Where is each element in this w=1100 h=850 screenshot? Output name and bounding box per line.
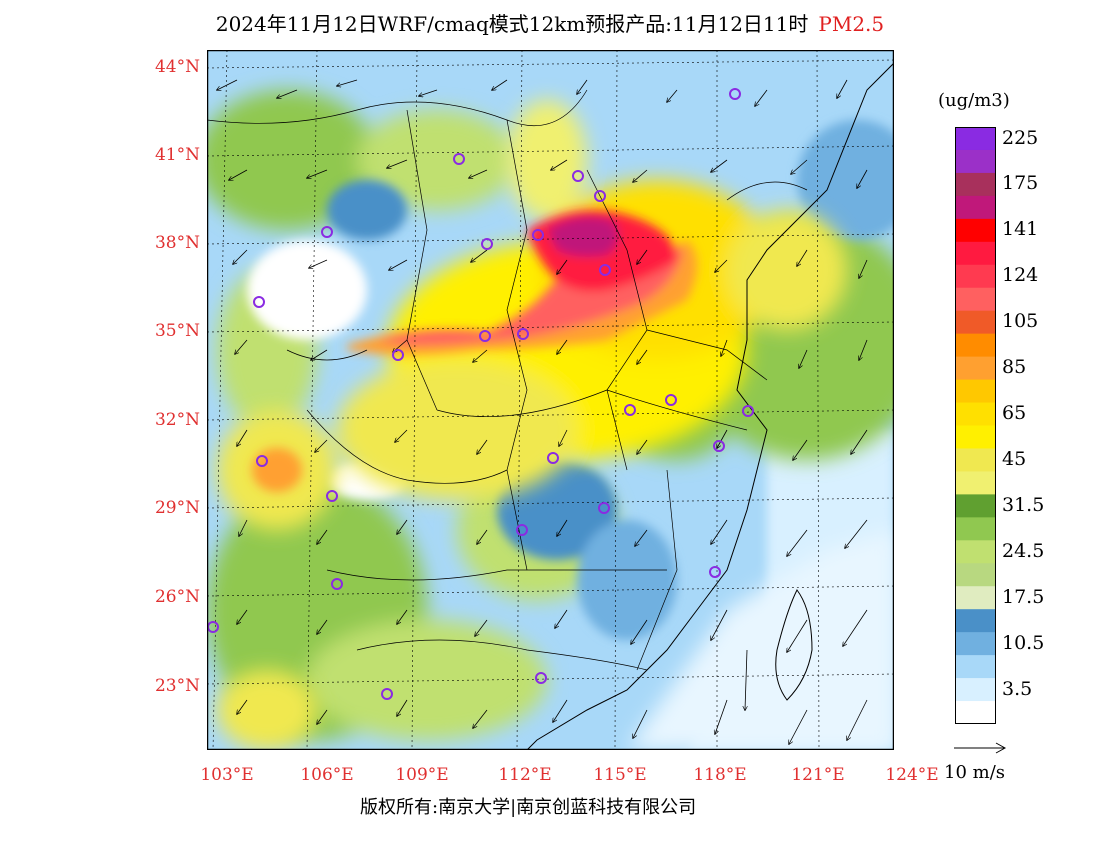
pm25-map [207,50,894,750]
colorbar-swatch [955,448,995,472]
colorbar-label: 105 [1002,310,1039,333]
colorbar [955,127,996,724]
colorbar-swatch [955,333,995,358]
colorbar-swatch [955,241,995,266]
lat-label-32: 32°N [154,410,200,430]
copyright-footer: 版权所有:南京大学|南京创蓝科技有限公司 [360,797,697,818]
colorbar-frame [955,127,996,724]
colorbar-label: 31.5 [1002,493,1045,516]
map-frame [207,50,894,750]
lat-label-41: 41°N [154,145,200,165]
colorbar-swatch [955,540,995,564]
vector-scale-arrow [954,742,1007,754]
lon-label-106: 106°E [300,765,354,785]
city-markers [207,88,754,700]
colorbar-swatch [955,701,995,724]
colorbar-swatch [955,218,995,243]
colorbar-label: 225 [1002,126,1039,149]
colorbar-swatch [955,356,995,381]
map-title: 2024年11月12日WRF/cmaq模式12km预报产品:11月12日11时 P… [0,8,1100,37]
colorbar-label: 24.5 [1002,539,1045,562]
colorbar-swatch [955,402,995,426]
lon-label-121: 121°E [791,765,845,785]
colorbar-swatch [955,379,995,404]
colorbar-swatch [955,127,995,151]
vector-scale-label: 10 m/s [944,762,1005,783]
colorbar-swatch [955,494,995,518]
colorbar-label: 141 [1002,218,1039,241]
colorbar-label: 65 [1002,402,1027,424]
colorbar-swatch [955,517,995,541]
lat-label-35: 35°N [154,321,200,341]
colorbar-label: 45 [1002,447,1027,470]
province-borders [207,89,808,671]
lat-label-38: 38°N [154,233,200,253]
lon-label-124: 124°E [885,765,939,785]
colorbar-label: 175 [1002,172,1039,195]
colorbar-unit: (ug/m3) [938,90,1010,111]
colorbar-swatch [955,287,995,312]
colorbar-swatch [955,655,995,679]
taiwan-outline [775,589,813,701]
lon-label-112: 112°E [498,765,552,785]
colorbar-swatch [955,310,995,335]
colorbar-swatch [955,563,995,587]
lon-label-103: 103°E [200,765,254,785]
taiwan-strait [627,530,894,750]
coastline [526,62,894,750]
colorbar-label: 10.5 [1002,631,1045,654]
graticule [207,50,894,750]
colorbar-swatch [955,632,995,656]
lat-label-44: 44°N [154,57,200,77]
colorbar-swatch [955,586,995,610]
colorbar-swatch [955,425,995,449]
lon-label-109: 109°E [395,765,449,785]
pollutant-label: PM2.5 [818,12,885,36]
colorbar-swatch [955,609,995,633]
lon-label-118: 118°E [693,765,747,785]
lat-label-26: 26°N [154,587,200,607]
colorbar-label: 3.5 [1002,677,1033,700]
colorbar-label: 124 [1002,264,1039,287]
lon-label-115: 115°E [593,765,647,785]
colorbar-swatch [955,149,995,174]
colorbar-label: 85 [1002,356,1027,379]
title-main: 2024年11月12日WRF/cmaq模式12km预报产品:11月12日11时 [215,12,809,36]
colorbar-swatch [955,172,995,197]
colorbar-swatch [955,471,995,495]
blue-zones [247,120,894,640]
lat-label-29: 29°N [154,498,200,518]
colorbar-swatch [955,264,995,289]
colorbar-swatch [955,678,995,702]
colorbar-label: 17.5 [1002,585,1045,608]
colorbar-swatch [955,195,995,220]
lat-label-23: 23°N [154,676,200,696]
